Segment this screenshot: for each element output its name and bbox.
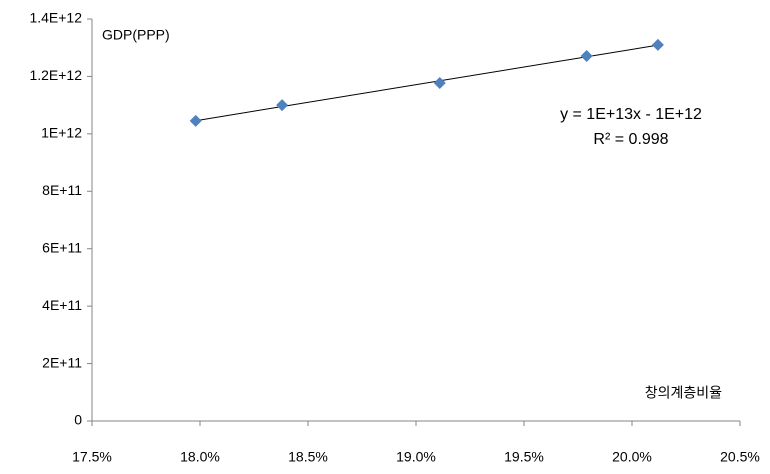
x-tick-label: 20.0% (612, 449, 652, 465)
point (651, 38, 664, 51)
y-axis-label: GDP(PPP) (102, 27, 170, 43)
x-tick-label: 17.5% (72, 449, 112, 465)
point (580, 50, 593, 63)
y-tick-label: 8E+11 (42, 182, 82, 198)
point (189, 114, 202, 127)
trend-equation: y = 1E+13x - 1E+12 (560, 106, 702, 123)
y-tick-label: 1.2E+12 (29, 67, 82, 83)
x-tick-label: 18.0% (180, 449, 220, 465)
x-tick-label: 19.5% (504, 449, 544, 465)
x-axis-label: 창의계층비율 (645, 385, 722, 401)
trend-r-squared: R² = 0.998 (593, 131, 668, 148)
y-tick-label: 1.4E+12 (29, 10, 82, 26)
y-tick-label: 0 (74, 412, 82, 428)
trendline (195, 44, 659, 122)
y-tick-label: 6E+11 (42, 239, 82, 255)
x-tick-label: 20.5% (720, 449, 760, 465)
y-tick-label: 2E+11 (42, 354, 82, 370)
y-tick-label: 4E+11 (42, 297, 82, 313)
point (433, 77, 446, 90)
y-tick-label: 1E+12 (41, 125, 82, 141)
x-tick-label: 19.0% (396, 449, 436, 465)
point (276, 99, 289, 112)
x-tick-label: 18.5% (288, 449, 328, 465)
